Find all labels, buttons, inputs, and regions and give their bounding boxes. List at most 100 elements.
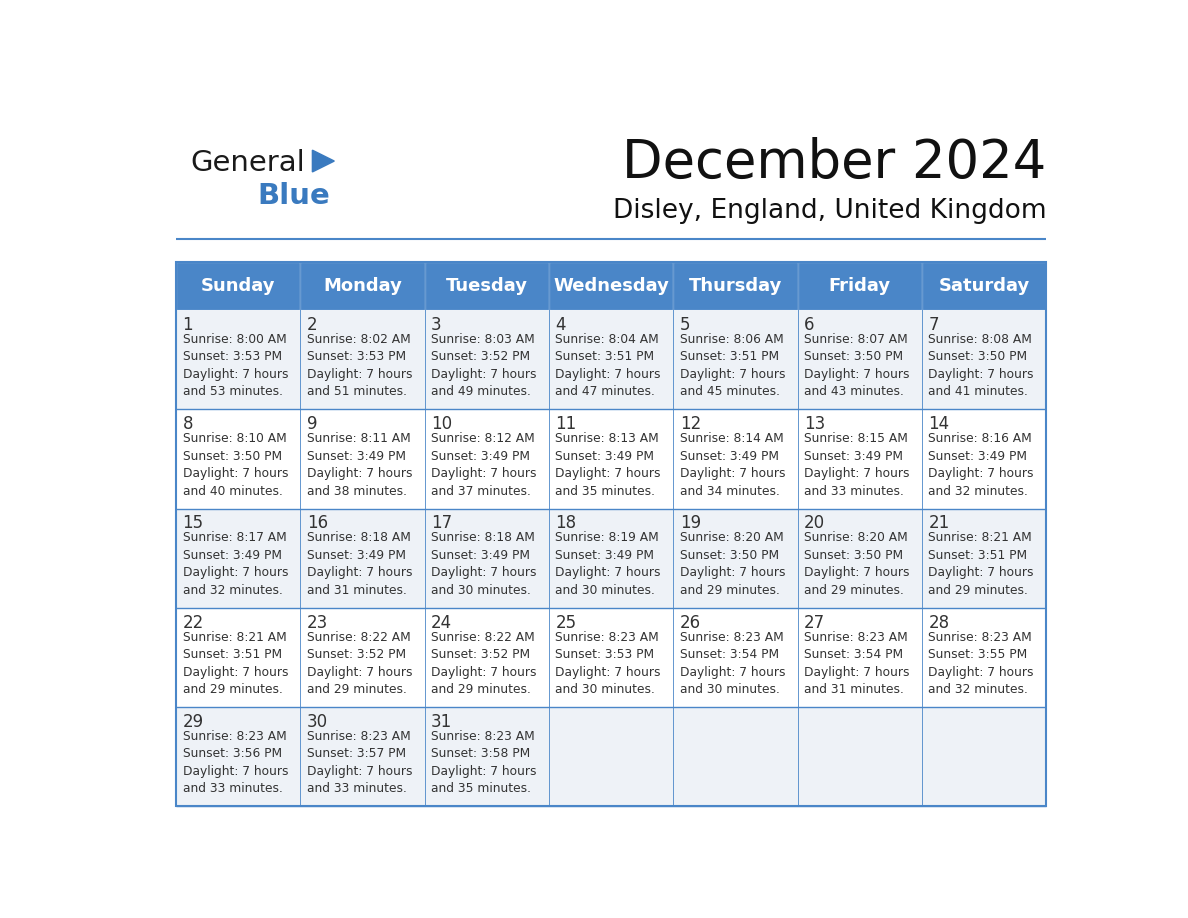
Bar (797, 509, 922, 608)
Text: Sunrise: 8:22 AM
Sunset: 3:52 PM
Daylight: 7 hours
and 29 minutes.: Sunrise: 8:22 AM Sunset: 3:52 PM Dayligh… (431, 631, 537, 696)
Text: 27: 27 (804, 613, 826, 632)
Text: 17: 17 (431, 514, 453, 532)
Text: 28: 28 (928, 613, 949, 632)
Bar (674, 707, 797, 806)
Text: Sunrise: 8:08 AM
Sunset: 3:50 PM
Daylight: 7 hours
and 41 minutes.: Sunrise: 8:08 AM Sunset: 3:50 PM Dayligh… (928, 333, 1034, 398)
Text: Sunrise: 8:06 AM
Sunset: 3:51 PM
Daylight: 7 hours
and 45 minutes.: Sunrise: 8:06 AM Sunset: 3:51 PM Dayligh… (680, 333, 785, 398)
Text: 31: 31 (431, 713, 453, 731)
Text: Sunrise: 8:18 AM
Sunset: 3:49 PM
Daylight: 7 hours
and 30 minutes.: Sunrise: 8:18 AM Sunset: 3:49 PM Dayligh… (431, 532, 537, 597)
Bar (549, 707, 674, 806)
Bar (922, 608, 1047, 707)
Text: Sunrise: 8:23 AM
Sunset: 3:55 PM
Daylight: 7 hours
and 32 minutes.: Sunrise: 8:23 AM Sunset: 3:55 PM Dayligh… (928, 631, 1034, 696)
Bar (922, 509, 1047, 608)
Bar (301, 707, 424, 806)
Text: Disley, England, United Kingdom: Disley, England, United Kingdom (613, 197, 1047, 224)
Text: 9: 9 (307, 415, 317, 433)
Bar (301, 608, 424, 707)
Text: 1: 1 (183, 316, 194, 334)
Text: Sunrise: 8:07 AM
Sunset: 3:50 PM
Daylight: 7 hours
and 43 minutes.: Sunrise: 8:07 AM Sunset: 3:50 PM Dayligh… (804, 333, 910, 398)
Bar (425, 310, 549, 409)
Text: Sunrise: 8:11 AM
Sunset: 3:49 PM
Daylight: 7 hours
and 38 minutes.: Sunrise: 8:11 AM Sunset: 3:49 PM Dayligh… (307, 432, 412, 498)
Text: 19: 19 (680, 514, 701, 532)
Bar (549, 310, 674, 409)
Text: Sunrise: 8:02 AM
Sunset: 3:53 PM
Daylight: 7 hours
and 51 minutes.: Sunrise: 8:02 AM Sunset: 3:53 PM Dayligh… (307, 333, 412, 398)
Text: Sunrise: 8:15 AM
Sunset: 3:49 PM
Daylight: 7 hours
and 33 minutes.: Sunrise: 8:15 AM Sunset: 3:49 PM Dayligh… (804, 432, 910, 498)
Text: 18: 18 (556, 514, 576, 532)
Bar (674, 409, 797, 509)
Text: Sunday: Sunday (201, 277, 276, 296)
Text: Blue: Blue (257, 183, 330, 210)
Bar (176, 608, 301, 707)
Text: 12: 12 (680, 415, 701, 433)
Text: 21: 21 (928, 514, 949, 532)
Bar (922, 409, 1047, 509)
Text: Wednesday: Wednesday (554, 277, 669, 296)
Text: Sunrise: 8:22 AM
Sunset: 3:52 PM
Daylight: 7 hours
and 29 minutes.: Sunrise: 8:22 AM Sunset: 3:52 PM Dayligh… (307, 631, 412, 696)
Bar (797, 608, 922, 707)
Text: Sunrise: 8:20 AM
Sunset: 3:50 PM
Daylight: 7 hours
and 29 minutes.: Sunrise: 8:20 AM Sunset: 3:50 PM Dayligh… (680, 532, 785, 597)
Text: General: General (190, 149, 304, 177)
Text: 2: 2 (307, 316, 317, 334)
Bar (922, 707, 1047, 806)
Text: Sunrise: 8:21 AM
Sunset: 3:51 PM
Daylight: 7 hours
and 29 minutes.: Sunrise: 8:21 AM Sunset: 3:51 PM Dayligh… (183, 631, 287, 696)
Text: 11: 11 (556, 415, 576, 433)
Text: Sunrise: 8:20 AM
Sunset: 3:50 PM
Daylight: 7 hours
and 29 minutes.: Sunrise: 8:20 AM Sunset: 3:50 PM Dayligh… (804, 532, 910, 597)
Text: Sunrise: 8:21 AM
Sunset: 3:51 PM
Daylight: 7 hours
and 29 minutes.: Sunrise: 8:21 AM Sunset: 3:51 PM Dayligh… (928, 532, 1034, 597)
Text: December 2024: December 2024 (623, 137, 1047, 189)
Text: Monday: Monday (323, 277, 402, 296)
Text: Sunrise: 8:10 AM
Sunset: 3:50 PM
Daylight: 7 hours
and 40 minutes.: Sunrise: 8:10 AM Sunset: 3:50 PM Dayligh… (183, 432, 287, 498)
Bar (301, 263, 424, 310)
Text: Sunrise: 8:14 AM
Sunset: 3:49 PM
Daylight: 7 hours
and 34 minutes.: Sunrise: 8:14 AM Sunset: 3:49 PM Dayligh… (680, 432, 785, 498)
Bar (922, 263, 1047, 310)
Text: 26: 26 (680, 613, 701, 632)
Bar (797, 263, 922, 310)
Bar (549, 409, 674, 509)
Text: 30: 30 (307, 713, 328, 731)
Bar (425, 263, 549, 310)
Bar (797, 707, 922, 806)
Text: 4: 4 (556, 316, 565, 334)
Bar (425, 509, 549, 608)
Text: 25: 25 (556, 613, 576, 632)
Bar (176, 707, 301, 806)
Text: Friday: Friday (829, 277, 891, 296)
Text: Saturday: Saturday (939, 277, 1030, 296)
Text: 29: 29 (183, 713, 203, 731)
Polygon shape (312, 151, 334, 172)
Bar (176, 263, 1047, 806)
Text: 3: 3 (431, 316, 442, 334)
Bar (549, 608, 674, 707)
Text: 20: 20 (804, 514, 826, 532)
Text: 6: 6 (804, 316, 815, 334)
Text: Sunrise: 8:18 AM
Sunset: 3:49 PM
Daylight: 7 hours
and 31 minutes.: Sunrise: 8:18 AM Sunset: 3:49 PM Dayligh… (307, 532, 412, 597)
Text: 23: 23 (307, 613, 328, 632)
Bar (674, 310, 797, 409)
Bar (176, 509, 301, 608)
Text: Sunrise: 8:17 AM
Sunset: 3:49 PM
Daylight: 7 hours
and 32 minutes.: Sunrise: 8:17 AM Sunset: 3:49 PM Dayligh… (183, 532, 287, 597)
Bar (425, 707, 549, 806)
Bar (301, 409, 424, 509)
Bar (176, 263, 301, 310)
Text: Sunrise: 8:23 AM
Sunset: 3:53 PM
Daylight: 7 hours
and 30 minutes.: Sunrise: 8:23 AM Sunset: 3:53 PM Dayligh… (556, 631, 661, 696)
Text: Sunrise: 8:23 AM
Sunset: 3:58 PM
Daylight: 7 hours
and 35 minutes.: Sunrise: 8:23 AM Sunset: 3:58 PM Dayligh… (431, 730, 537, 795)
Bar (922, 310, 1047, 409)
Text: Sunrise: 8:13 AM
Sunset: 3:49 PM
Daylight: 7 hours
and 35 minutes.: Sunrise: 8:13 AM Sunset: 3:49 PM Dayligh… (556, 432, 661, 498)
Text: Sunrise: 8:23 AM
Sunset: 3:54 PM
Daylight: 7 hours
and 30 minutes.: Sunrise: 8:23 AM Sunset: 3:54 PM Dayligh… (680, 631, 785, 696)
Text: 15: 15 (183, 514, 203, 532)
Text: Sunrise: 8:12 AM
Sunset: 3:49 PM
Daylight: 7 hours
and 37 minutes.: Sunrise: 8:12 AM Sunset: 3:49 PM Dayligh… (431, 432, 537, 498)
Bar (549, 263, 674, 310)
Bar (674, 263, 797, 310)
Text: 22: 22 (183, 613, 204, 632)
Text: Sunrise: 8:23 AM
Sunset: 3:56 PM
Daylight: 7 hours
and 33 minutes.: Sunrise: 8:23 AM Sunset: 3:56 PM Dayligh… (183, 730, 287, 795)
Bar (674, 509, 797, 608)
Text: Sunrise: 8:23 AM
Sunset: 3:54 PM
Daylight: 7 hours
and 31 minutes.: Sunrise: 8:23 AM Sunset: 3:54 PM Dayligh… (804, 631, 910, 696)
Text: 16: 16 (307, 514, 328, 532)
Bar (301, 509, 424, 608)
Bar (301, 310, 424, 409)
Text: 10: 10 (431, 415, 453, 433)
Bar (549, 509, 674, 608)
Text: 24: 24 (431, 613, 453, 632)
Bar (674, 608, 797, 707)
Text: 14: 14 (928, 415, 949, 433)
Text: Thursday: Thursday (689, 277, 782, 296)
